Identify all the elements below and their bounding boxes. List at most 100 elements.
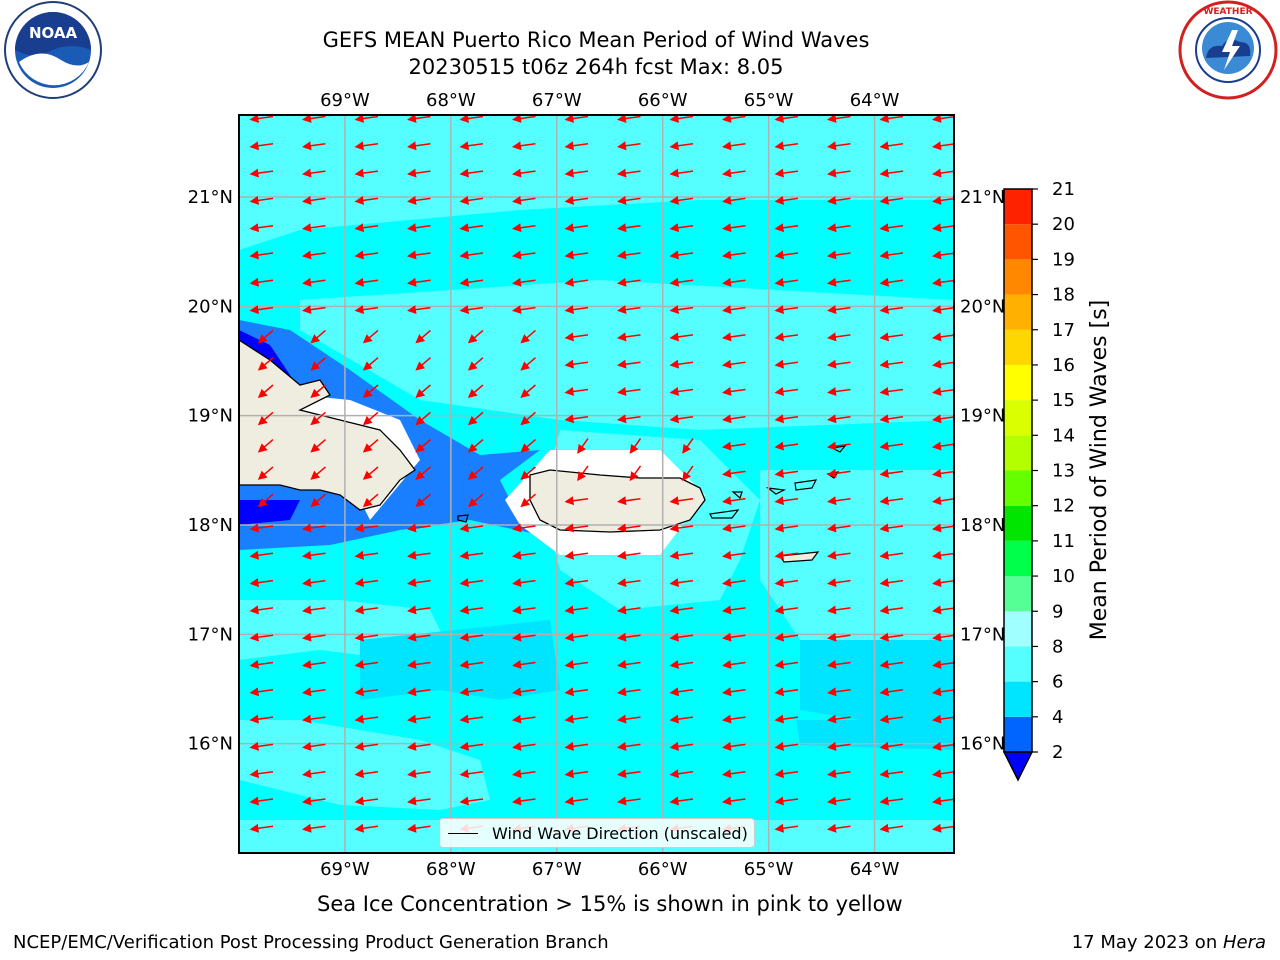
wave-direction-arrow bbox=[774, 250, 799, 260]
wave-direction-arrow bbox=[617, 277, 641, 287]
wave-direction-arrow bbox=[302, 578, 326, 588]
wave-direction-arrow bbox=[827, 687, 851, 697]
footer-date: 17 May 2023 on Hera bbox=[1072, 932, 1266, 953]
wave-direction-arrow bbox=[310, 329, 326, 344]
wave-direction-arrow bbox=[407, 550, 431, 560]
wave-direction-arrow bbox=[932, 223, 954, 233]
wave-direction-arrow bbox=[827, 523, 851, 533]
wave-direction-arrow bbox=[310, 357, 326, 371]
wave-direction-arrow bbox=[827, 414, 851, 424]
wave-direction-arrow bbox=[302, 714, 326, 724]
wave-direction-arrow bbox=[354, 115, 379, 123]
lat-labels-right: 21°N 20°N 19°N 18°N 17°N 16°N bbox=[960, 187, 1005, 755]
wave-direction-arrow bbox=[564, 796, 589, 806]
lat-label: 21°N bbox=[960, 187, 1005, 208]
colorbar-tick-label: 10 bbox=[1052, 566, 1075, 587]
wave-direction-arrow bbox=[722, 769, 746, 779]
wave-direction-arrow bbox=[407, 769, 431, 779]
lon-labels-bottom: 69°W 68°W 67°W 66°W 65°W 64°W bbox=[320, 859, 900, 880]
footer-date-text: 17 May 2023 on bbox=[1071, 932, 1223, 953]
wave-direction-arrow bbox=[827, 578, 851, 588]
wave-direction-arrow bbox=[564, 741, 589, 751]
wave-direction-arrow bbox=[257, 357, 274, 371]
wave-direction-arrow bbox=[774, 332, 799, 342]
svg-text:NOAA: NOAA bbox=[29, 24, 78, 42]
wave-direction-arrow bbox=[310, 439, 326, 453]
wave-direction-arrow bbox=[932, 168, 954, 178]
wave-direction-arrow bbox=[512, 305, 536, 315]
wave-direction-arrow bbox=[932, 115, 954, 123]
wave-direction-arrow bbox=[617, 141, 641, 151]
wave-direction-arrow bbox=[467, 411, 484, 426]
wave-direction-arrow bbox=[362, 411, 379, 426]
wave-direction-arrow bbox=[932, 195, 954, 205]
wave-direction-arrow bbox=[512, 632, 536, 642]
wave-direction-arrow bbox=[415, 384, 431, 398]
colorbar-segment bbox=[1004, 681, 1032, 717]
wave-direction-arrow bbox=[467, 357, 484, 371]
wave-direction-arrow bbox=[827, 115, 851, 123]
wave-direction-arrow bbox=[827, 195, 851, 205]
lon-label: 66°W bbox=[638, 90, 688, 111]
wave-direction-arrow bbox=[932, 359, 954, 369]
wave-direction-arrow bbox=[827, 605, 851, 615]
wave-direction-arrow bbox=[310, 493, 326, 508]
wave-direction-arrow bbox=[722, 223, 746, 233]
wave-direction-arrow bbox=[669, 496, 694, 506]
wave-direction-arrow bbox=[407, 250, 431, 260]
wave-direction-arrow bbox=[512, 578, 536, 588]
wind-wave-arrows bbox=[249, 115, 954, 833]
lon-label: 69°W bbox=[320, 859, 370, 880]
wave-direction-arrow bbox=[415, 357, 431, 371]
colorbar-segment bbox=[1004, 540, 1032, 577]
wave-direction-arrow bbox=[407, 277, 431, 287]
wave-direction-arrow bbox=[249, 605, 274, 615]
wave-direction-arrow bbox=[827, 496, 851, 506]
wave-direction-arrow bbox=[310, 411, 326, 426]
wave-direction-arrow bbox=[617, 741, 641, 751]
wave-direction-arrow bbox=[827, 305, 851, 315]
colorbar-segment bbox=[1004, 576, 1032, 612]
wave-direction-arrow bbox=[249, 714, 274, 724]
wave-direction-arrow bbox=[354, 223, 379, 233]
wave-direction-arrow bbox=[669, 141, 694, 151]
wave-direction-arrow bbox=[520, 439, 536, 453]
wave-direction-arrow bbox=[617, 195, 641, 205]
wave-direction-arrow bbox=[932, 687, 954, 697]
wave-direction-arrow bbox=[932, 741, 954, 751]
colorbar: 2 4 6 8 9 10 11 12 13 14 15 16 17 18 19 20 21 bbox=[1002, 179, 1075, 782]
wave-direction-arrow bbox=[302, 523, 326, 533]
colorbar-tick-label: 12 bbox=[1052, 496, 1075, 517]
wave-direction-arrow bbox=[354, 523, 379, 533]
wave-direction-arrow bbox=[722, 277, 746, 287]
wave-direction-arrow bbox=[722, 523, 746, 533]
wave-direction-arrow bbox=[354, 605, 379, 615]
wave-direction-arrow bbox=[879, 359, 904, 369]
wave-direction-arrow bbox=[774, 277, 799, 287]
wave-direction-arrow bbox=[827, 168, 851, 178]
wave-direction-arrow bbox=[302, 687, 326, 697]
wave-direction-arrow bbox=[774, 769, 799, 779]
wave-direction-arrow bbox=[669, 796, 694, 806]
wave-direction-arrow bbox=[249, 168, 274, 178]
wave-direction-arrow bbox=[879, 632, 904, 642]
lat-label: 18°N bbox=[960, 515, 1005, 536]
colorbar-tick-label: 17 bbox=[1052, 320, 1075, 341]
wave-direction-arrow bbox=[617, 305, 641, 315]
wave-direction-arrow bbox=[249, 195, 274, 205]
wave-direction-arrow bbox=[459, 769, 484, 779]
wave-direction-arrow bbox=[682, 438, 694, 454]
wave-direction-arrow bbox=[932, 387, 954, 396]
lat-label: 20°N bbox=[188, 296, 233, 317]
wave-direction-arrow bbox=[617, 632, 641, 642]
wave-direction-arrow bbox=[827, 250, 851, 260]
wave-direction-arrow bbox=[354, 632, 379, 642]
wave-direction-arrow bbox=[512, 523, 536, 533]
wave-direction-arrow bbox=[722, 468, 746, 478]
wave-direction-arrow bbox=[302, 605, 326, 615]
wave-direction-arrow bbox=[249, 277, 274, 287]
colorbar-tick-label: 2 bbox=[1052, 742, 1063, 763]
lon-label: 66°W bbox=[638, 859, 688, 880]
wave-direction-arrow bbox=[415, 466, 431, 480]
lat-label: 18°N bbox=[188, 515, 233, 536]
